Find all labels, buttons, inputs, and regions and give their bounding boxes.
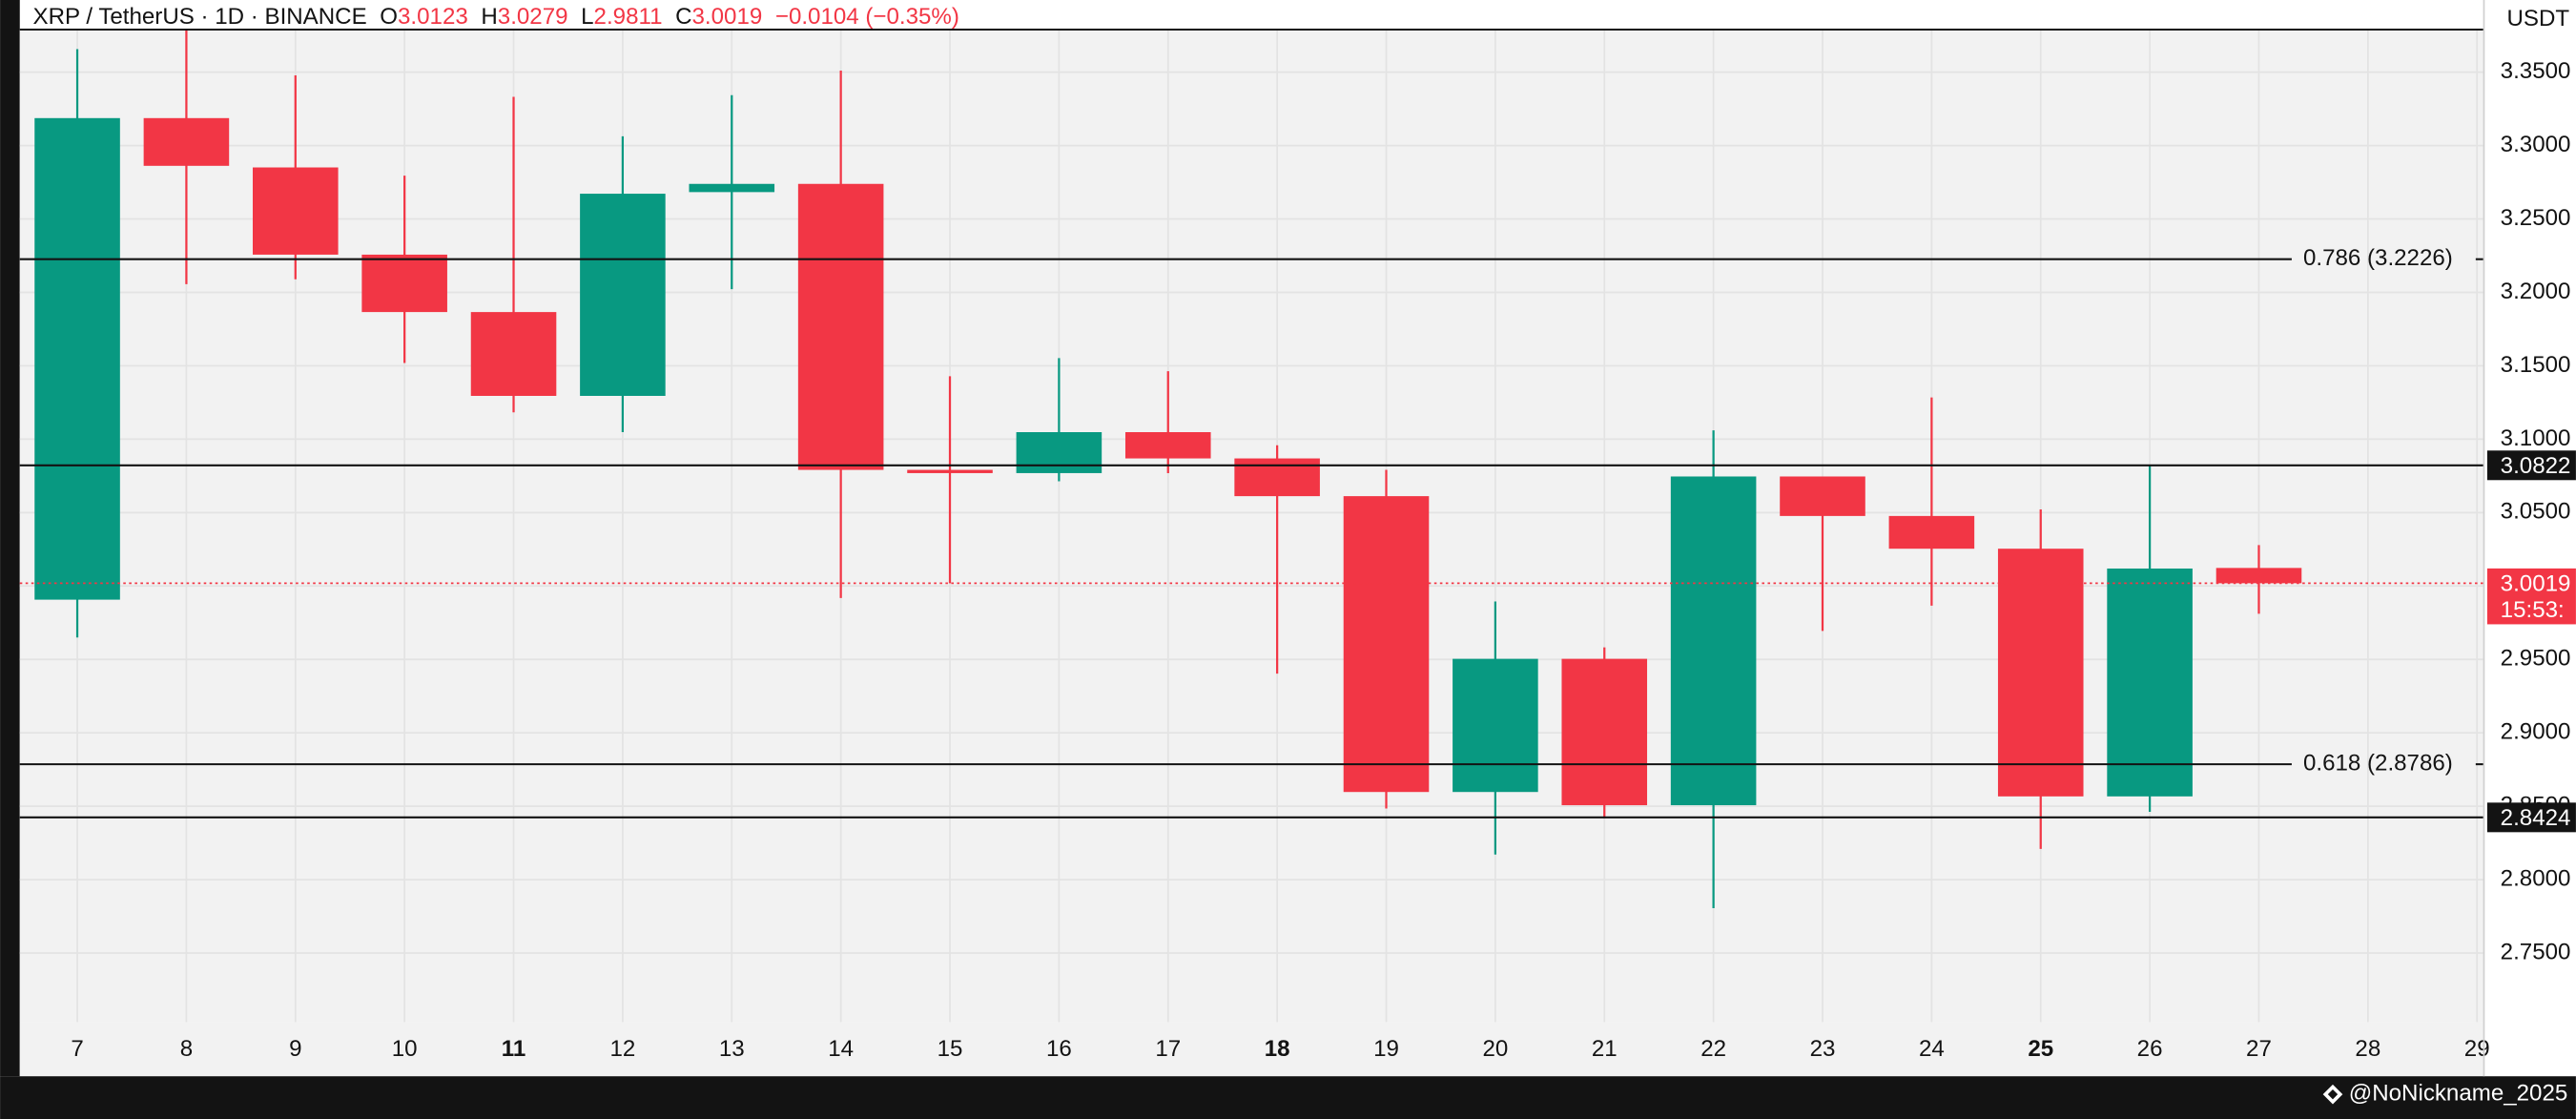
l-value: 2.9811 [594,4,663,30]
candle-body [1561,658,1648,806]
header: XRP / TetherUS · 1D · BINANCE O3.0123 H3… [33,4,959,30]
candle-body [470,312,557,396]
x-tick-label: 10 [392,1036,418,1062]
c-value: 3.0019 [692,4,763,30]
candle-body [1780,476,1865,516]
o-value: 3.0123 [398,4,468,30]
candle-body [361,254,447,313]
x-tick-label: 22 [1700,1036,1726,1062]
candle-body [1997,549,2084,797]
marks [34,29,2302,908]
candle-body [1124,432,1211,459]
candle-body [1453,658,1538,793]
candle-body [1670,476,1757,806]
candle-body [1343,496,1430,793]
y-unit: USDT [2506,6,2569,31]
x-tick-label: 28 [2355,1036,2380,1062]
x-tick-label: 14 [828,1036,854,1062]
candle-body [689,183,775,193]
overlay: 0.786 (3.2226) 0.618 (2.8786) 3.0822 2.8424… [19,245,2576,833]
last-price-tag [2486,568,2576,625]
x-tick-label: 23 [1810,1036,1836,1062]
c-label: C [675,4,691,30]
x-tick-label: 11 [502,1036,526,1062]
x-tick-label: 17 [1155,1036,1181,1062]
candle-body [907,469,993,473]
y-tick-label: 2.9500 [2501,646,2571,672]
candle-body [2215,568,2302,584]
y-tick-label: 3.3500 [2501,58,2571,84]
y-tick-label: 3.1000 [2501,425,2571,451]
x-tick-label: 20 [1482,1036,1508,1062]
y-tick-label: 3.2500 [2501,205,2571,231]
candle-body [1888,515,1975,549]
x-tick-label: 9 [289,1036,301,1062]
price-tag [2486,450,2576,481]
credit: @NoNickname_2025 [2349,1081,2568,1107]
y-tick-label: 3.3000 [2501,132,2571,157]
candle-body [1234,458,1320,497]
y-tick-label: 3.2000 [2501,279,2571,304]
price-tag-label: 3.0822 [2501,453,2571,479]
o-label: O [380,4,398,30]
symbol: XRP / TetherUS · 1D · BINANCE [33,4,367,30]
candle-body [580,194,666,396]
left-strip [0,0,20,1077]
footer-bar [0,1076,2576,1119]
candle-body [34,117,120,600]
x-tick-label: 18 [1265,1036,1290,1062]
h-value: 3.0279 [498,4,568,30]
fib-label: 0.786 (3.2226) [2303,245,2453,271]
y-tick-label: 3.1500 [2501,352,2571,378]
x-tick-label: 21 [1592,1036,1618,1062]
h-label: H [481,4,497,30]
y-tick-label: 2.8000 [2501,865,2571,891]
x-tick-label: 24 [1919,1036,1945,1062]
candle-body [143,117,230,166]
x-tick-label: 13 [719,1036,745,1062]
candle-body [1016,432,1103,473]
last-price-label: 3.0019 [2501,570,2571,596]
x-tick-label: 29 [2464,1036,2490,1062]
x-tick-label: 8 [180,1036,193,1062]
fib-label: 0.618 (2.8786) [2303,750,2453,776]
x-tick-label: 7 [71,1036,83,1062]
x-tick-label: 25 [2028,1036,2053,1062]
countdown-label: 15:53: [2501,597,2565,623]
credit-icon [2322,1084,2343,1105]
y-tick-label: 2.7500 [2501,939,2571,964]
candle-body [253,167,339,255]
x-tick-label: 16 [1046,1036,1072,1062]
y-tick-label: 3.0500 [2501,499,2571,525]
price-tag-label: 2.8424 [2501,805,2571,831]
change: −0.0104 (−0.35%) [775,4,959,30]
y-tick-label: 2.9000 [2501,719,2571,745]
x-tick-label: 12 [609,1036,635,1062]
x-tick-label: 15 [938,1036,963,1062]
x-axis-area [19,1022,2484,1077]
candle-body [2107,568,2193,797]
candle-body [797,183,884,470]
plot-area [19,30,2484,1023]
x-tick-label: 26 [2137,1036,2163,1062]
x-tick-label: 27 [2246,1036,2272,1062]
l-label: L [581,4,593,30]
price-tag [2486,802,2576,833]
x-tick-label: 19 [1373,1036,1399,1062]
